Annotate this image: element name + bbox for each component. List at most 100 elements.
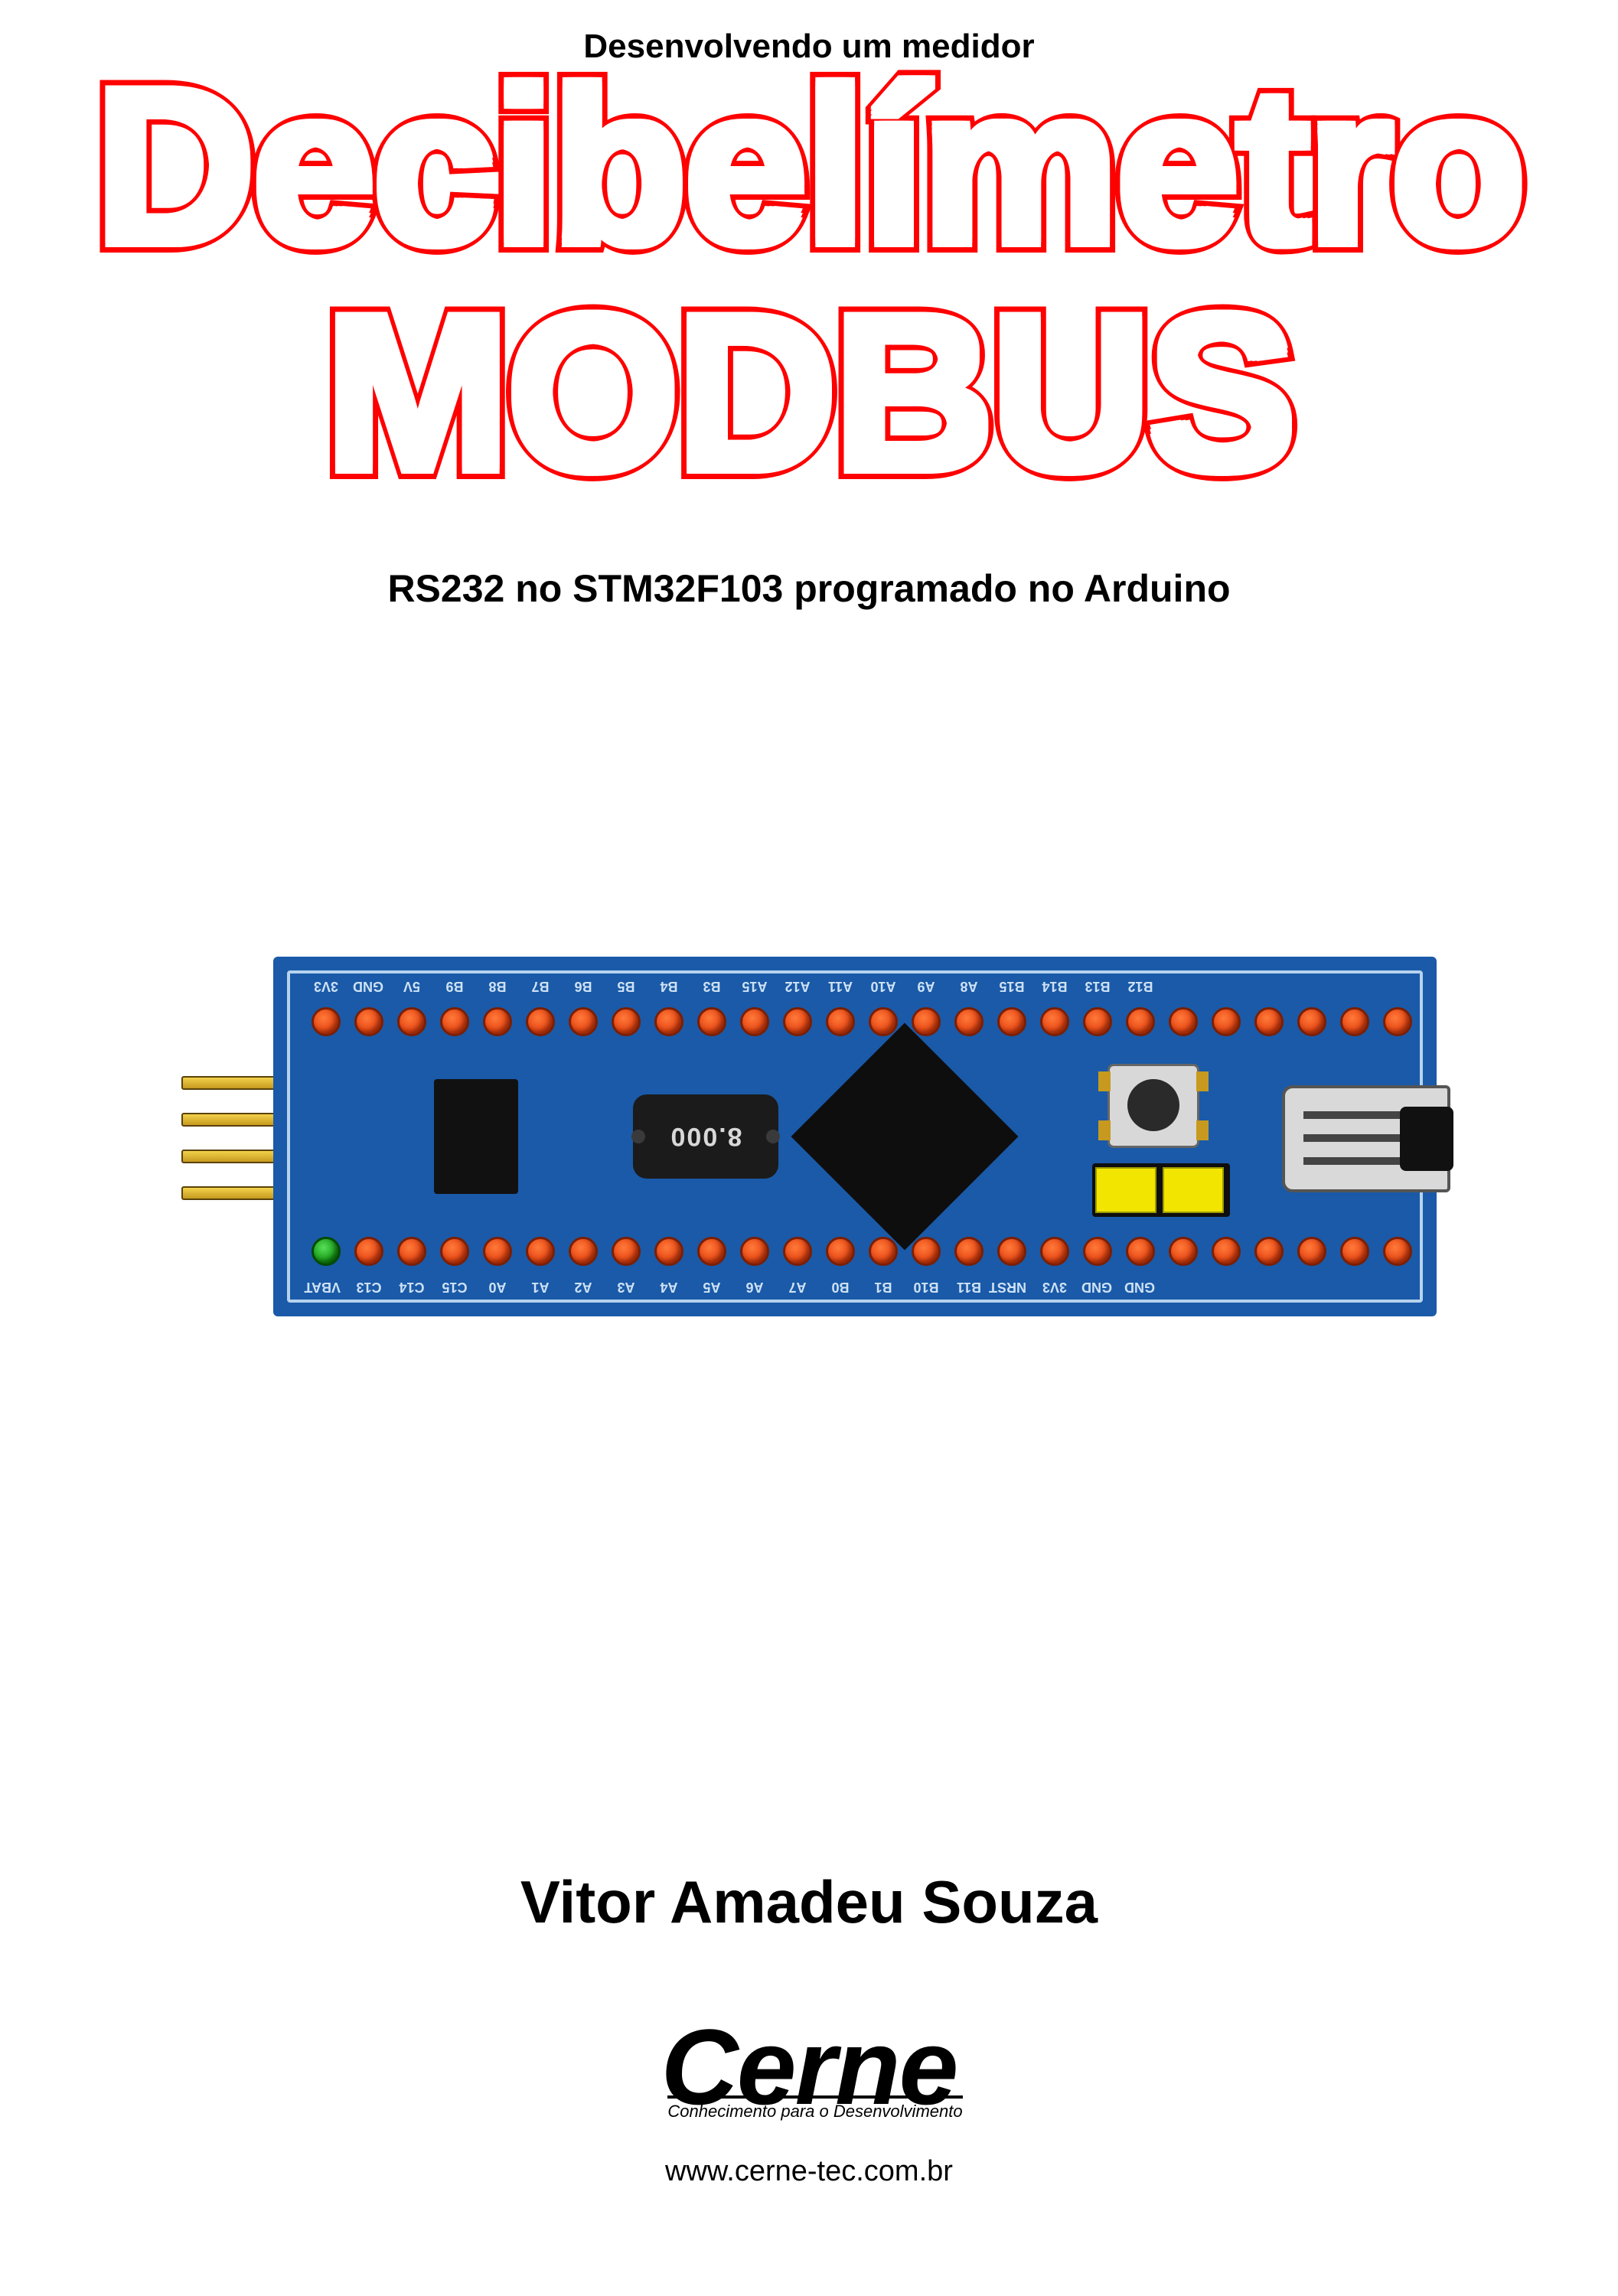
pin-label: [1254, 1279, 1284, 1295]
pin-label: B11: [954, 1279, 984, 1295]
pin-hole: [997, 1237, 1026, 1266]
pin-hole: [569, 1007, 598, 1036]
pin-label: B8: [483, 978, 512, 994]
pin-label: A1: [526, 1279, 555, 1295]
pin-hole: [783, 1237, 812, 1266]
pin-label: A10: [869, 978, 898, 994]
pin-labels-top: 3V3GND5VB9B8B7B6B5B4B3A15A12A11A10A9A8B1…: [312, 978, 1412, 994]
pin-label: A9: [912, 978, 941, 994]
pin-label: B5: [612, 978, 641, 994]
pin-hole: [1040, 1237, 1069, 1266]
pin-label: [1254, 978, 1284, 994]
pin-label: C14: [397, 1279, 426, 1295]
pin-label: B3: [697, 978, 726, 994]
pin-hole: [740, 1237, 769, 1266]
pin-label: GND: [1083, 1279, 1112, 1295]
pin-hole: [483, 1007, 512, 1036]
pin-label: B1: [869, 1279, 898, 1295]
pin-hole: [1254, 1007, 1284, 1036]
pin-hole: [1254, 1237, 1284, 1266]
main-title: Decibelímetro Decibelímetro MODBUS MODBU…: [0, 54, 1618, 507]
pin-hole: [397, 1007, 426, 1036]
pin-hole: [869, 1237, 898, 1266]
pin-label: C15: [440, 1279, 469, 1295]
pin-hole: [954, 1007, 984, 1036]
pin-hole: [1297, 1007, 1326, 1036]
pin-label: A7: [783, 1279, 812, 1295]
pin-label: B15: [997, 978, 1026, 994]
crystal-label: 8.000: [669, 1122, 742, 1152]
pin-hole: [654, 1237, 683, 1266]
pin-label: NRST: [997, 1279, 1026, 1295]
pin-label: [1169, 978, 1198, 994]
pin-label: B0: [826, 1279, 855, 1295]
pin-label: [1297, 978, 1326, 994]
pin-label: [1212, 1279, 1241, 1295]
pin-label: B13: [1083, 978, 1112, 994]
reset-button-icon: [1107, 1064, 1199, 1148]
pin-label: 3V3: [312, 978, 341, 994]
logo-tagline: Conhecimento para o Desenvolvimento: [667, 2095, 964, 2122]
pin-label: B9: [440, 978, 469, 994]
pin-hole: [1083, 1237, 1112, 1266]
pin-hole-green: [312, 1237, 341, 1266]
stm32-bluepill-diagram: 3V3GND5VB9B8B7B6B5B4B3A15A12A11A10A9A8B1…: [181, 957, 1437, 1316]
pin-label: A12: [783, 978, 812, 994]
pin-label: C13: [354, 1279, 383, 1295]
pin-hole: [697, 1237, 726, 1266]
pin-label: A11: [826, 978, 855, 994]
pin-hole: [1340, 1007, 1369, 1036]
pin-label: B6: [569, 978, 598, 994]
pin-hole: [1126, 1007, 1155, 1036]
pin-label: VBAT: [312, 1279, 341, 1295]
pin-label: 5V: [397, 978, 426, 994]
pin-hole: [1169, 1007, 1198, 1036]
pin-label: [1383, 978, 1412, 994]
pin-label: [1169, 1279, 1198, 1295]
pin-label: [1297, 1279, 1326, 1295]
logo-wordmark: Cerne Conhecimento para o Desenvolviment…: [661, 2005, 957, 2129]
pin-hole: [1212, 1237, 1241, 1266]
pin-hole: [912, 1007, 941, 1036]
pin-label: A4: [654, 1279, 683, 1295]
pin-hole: [1126, 1237, 1155, 1266]
pin-hole: [397, 1237, 426, 1266]
pin-hole: [1383, 1007, 1412, 1036]
author-name: Vitor Amadeu Souza: [0, 1867, 1618, 1937]
pin-label: GND: [1126, 1279, 1155, 1295]
pin-hole: [740, 1007, 769, 1036]
pin-hole: [354, 1237, 383, 1266]
publisher-logo: Cerne Conhecimento para o Desenvolviment…: [0, 2005, 1618, 2188]
pin-hole: [1040, 1007, 1069, 1036]
pin-label: A6: [740, 1279, 769, 1295]
pin-hole: [654, 1007, 683, 1036]
pin-hole: [826, 1237, 855, 1266]
pin-label: B4: [654, 978, 683, 994]
pin-label: [1383, 1279, 1412, 1295]
pin-label: B14: [1040, 978, 1069, 994]
pin-hole: [526, 1237, 555, 1266]
pin-label: 3V3: [1040, 1279, 1069, 1295]
pin-row-bottom: [312, 1237, 1412, 1266]
pin-hole: [483, 1237, 512, 1266]
logo-url: www.cerne-tec.com.br: [0, 2155, 1618, 2188]
pin-label: [1340, 978, 1369, 994]
pin-hole: [1340, 1237, 1369, 1266]
pin-label: A0: [483, 1279, 512, 1295]
pin-label: A15: [740, 978, 769, 994]
title-line2-fill: MODBUS: [325, 280, 1293, 507]
pin-hole: [1383, 1237, 1412, 1266]
pin-hole: [526, 1007, 555, 1036]
component-black-rect: [434, 1079, 518, 1194]
pin-hole: [869, 1007, 898, 1036]
pin-hole: [312, 1007, 341, 1036]
pin-label: B12: [1126, 978, 1155, 994]
pin-hole: [612, 1237, 641, 1266]
pin-label: A3: [612, 1279, 641, 1295]
pin-label: GND: [354, 978, 383, 994]
pin-hole: [1212, 1007, 1241, 1036]
pin-label: A8: [954, 978, 984, 994]
pin-label: [1212, 978, 1241, 994]
pin-hole: [912, 1237, 941, 1266]
pin-hole: [440, 1007, 469, 1036]
